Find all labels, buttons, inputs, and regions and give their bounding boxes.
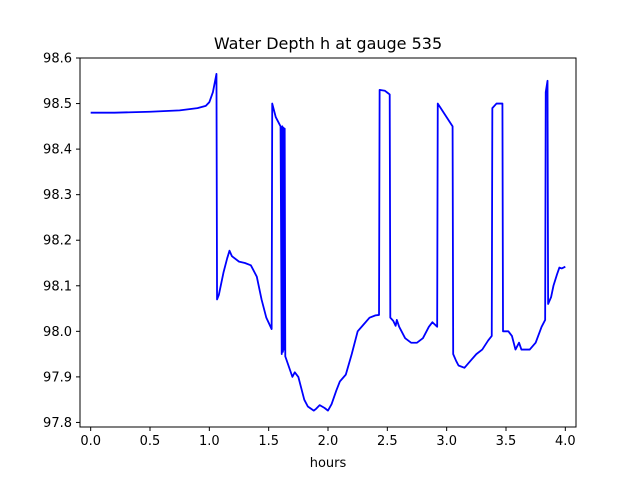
x-tick-label: 2.0 [318, 434, 339, 449]
x-tick-label: 3.5 [496, 434, 517, 449]
x-tick-label: 3.0 [436, 434, 457, 449]
x-tick-label: 0.5 [140, 434, 161, 449]
x-tick-label: 1.0 [199, 434, 220, 449]
y-axis-ticks: 97.8 97.9 98.0 98.1 98.2 98.3 98.4 98.5 98.6 [43, 52, 80, 431]
chart-title: Water Depth h at gauge 535 [214, 34, 442, 53]
y-tick-label: 98.1 [43, 279, 72, 294]
y-tick-label: 98.6 [43, 52, 72, 67]
y-tick-label: 98.5 [43, 97, 72, 112]
x-tick-label: 2.5 [377, 434, 398, 449]
x-axis-ticks: 0.0 0.5 1.0 1.5 2.0 2.5 3.0 3.5 4.0 [80, 427, 576, 449]
x-tick-label: 0.0 [80, 434, 101, 449]
series-layer [90, 73, 566, 412]
y-tick-label: 97.9 [43, 370, 72, 385]
y-tick-label: 98.2 [43, 234, 72, 249]
x-tick-label: 4.0 [555, 434, 576, 449]
water-depth-line [90, 73, 566, 412]
x-tick-label: 1.5 [258, 434, 279, 449]
x-axis-label: hours [310, 456, 347, 471]
y-tick-label: 98.0 [43, 325, 72, 340]
y-tick-label: 98.4 [43, 143, 72, 158]
y-tick-label: 98.3 [43, 188, 72, 203]
y-tick-label: 97.8 [43, 416, 72, 431]
